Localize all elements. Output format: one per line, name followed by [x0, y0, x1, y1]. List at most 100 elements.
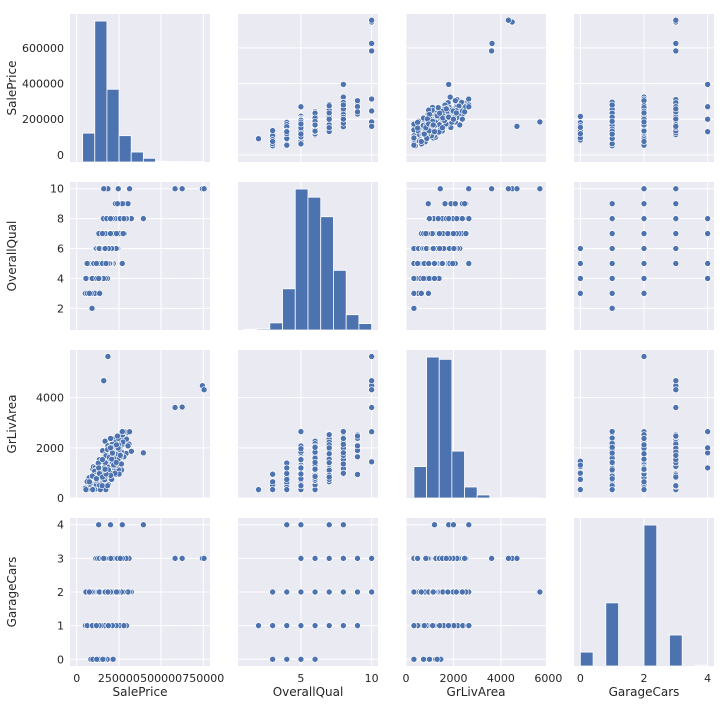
scatter-point [116, 555, 124, 562]
scatter-point [86, 290, 93, 297]
scatter-point [269, 127, 276, 134]
scatter-point [354, 453, 361, 461]
scatter-point [608, 130, 616, 138]
hist-bar [130, 151, 144, 163]
panel-SalePrice-vs-OverallQual [238, 14, 378, 162]
scatter-point [465, 185, 472, 193]
scatter-point [340, 441, 347, 448]
scatter-point [672, 377, 680, 385]
scatter-point [354, 471, 361, 478]
scatter-point [297, 470, 305, 478]
scatter-point [297, 622, 305, 629]
scatter-point [354, 622, 361, 629]
scatter-point [311, 127, 319, 135]
hist-bar [320, 216, 334, 331]
scatter-point [297, 456, 305, 463]
scatter-point [340, 622, 347, 629]
scatter-point [368, 555, 375, 562]
scatter-point [118, 260, 126, 267]
scatter-point [297, 588, 305, 596]
scatter-point [672, 432, 680, 440]
scatter-point [325, 124, 333, 132]
panel-OverallQual-vs-GrLivArea [405, 182, 546, 330]
scatter-point [100, 555, 108, 562]
scatter-point [453, 215, 461, 222]
panel-SalePrice-vs-GarageCars [574, 14, 714, 162]
hist-bar [269, 322, 283, 331]
scatter-point [124, 442, 132, 450]
scatter-point [325, 444, 333, 452]
scatter-point [325, 459, 333, 466]
scatter-point [340, 521, 347, 529]
scatter-point [429, 245, 437, 252]
scatter-point [126, 428, 133, 436]
scatter-point [436, 230, 443, 237]
scatter-point [465, 215, 473, 222]
scatter-point [704, 128, 711, 135]
scatter-point [113, 441, 120, 449]
scatter-point [672, 260, 680, 267]
scatter-point [200, 555, 208, 562]
scatter-point [445, 81, 453, 88]
scatter-point [297, 428, 305, 435]
scatter-point [462, 230, 470, 237]
scatter-point [283, 464, 291, 472]
scatter-point [704, 81, 711, 88]
scatter-point [311, 473, 319, 480]
scatter-point [95, 275, 102, 282]
scatter-point [120, 622, 128, 629]
scatter-point [100, 185, 108, 193]
scatter-point [325, 102, 333, 110]
scatter-point [311, 588, 319, 596]
scatter-point [704, 115, 711, 123]
scatter-point [114, 432, 121, 440]
scatter-point [434, 104, 442, 111]
scatter-point [640, 200, 648, 207]
scatter-point [283, 622, 291, 629]
scatter-point [311, 121, 319, 129]
hist-bar [118, 135, 132, 163]
scatter-point [410, 275, 418, 282]
scatter-point [410, 134, 418, 142]
scatter-point [672, 473, 680, 481]
scatter-point [445, 215, 453, 222]
scatter-point [107, 444, 114, 452]
scatter-point [368, 428, 375, 436]
scatter-point [283, 486, 291, 493]
scatter-point [426, 215, 433, 222]
scatter-point [450, 230, 457, 237]
scatter-point [443, 105, 450, 113]
scatter-point [325, 555, 333, 562]
scatter-point [608, 305, 616, 312]
scatter-point [608, 459, 616, 466]
scatter-point [577, 123, 584, 131]
hist-bar [464, 486, 478, 499]
scatter-point [283, 521, 291, 529]
scatter-point [640, 230, 648, 237]
scatter-point [577, 290, 584, 297]
scatter-point [488, 40, 496, 47]
scatter-point [255, 486, 262, 493]
scatter-point [608, 101, 616, 109]
scatter-point [672, 230, 680, 237]
scatter-point [105, 622, 112, 629]
scatter-point [95, 464, 102, 472]
scatter-point [368, 95, 375, 103]
scatter-point [439, 260, 446, 267]
scatter-point [269, 138, 276, 145]
scatter-point [325, 622, 333, 629]
scatter-point [608, 486, 616, 493]
scatter-point [672, 185, 680, 193]
scatter-point [672, 386, 680, 394]
scatter-point [283, 588, 291, 596]
scatter-point [640, 290, 648, 297]
scatter-point [368, 47, 375, 55]
scatter-point [436, 185, 444, 193]
scatter-point [116, 452, 124, 459]
scatter-point [672, 200, 680, 207]
scatter-point [368, 123, 375, 130]
scatter-point [368, 386, 375, 394]
scatter-point [368, 40, 375, 47]
scatter-point [113, 230, 120, 237]
scatter-point [640, 215, 648, 222]
